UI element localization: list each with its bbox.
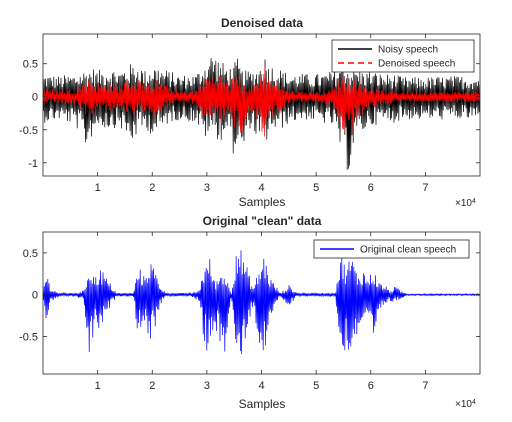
bottom-x-tick-label: 5 [313,380,319,392]
bottom-y-tick-label: 0 [32,290,38,302]
bottom-x-tick-label: 1 [95,380,101,392]
top-x-exponent: ×104 [455,198,476,210]
bottom-x-tick-label: 2 [149,380,155,392]
bottom-x-ticks: 1 2 3 4 5 6 7 [95,232,428,392]
legend-noisy-label: Noisy speech [378,45,438,56]
top-x-axis-label: Samples [239,195,286,209]
top-x-tick-label: 3 [204,182,210,194]
top-x-tick-label: 2 [149,182,155,194]
legend-clean-label: Original clean speech [360,245,456,256]
bottom-x-axis-label: Samples [239,397,286,411]
bottom-x-tick-label: 6 [368,380,374,392]
top-x-tick-label: 7 [422,182,428,194]
legend-denoised-label: Denoised speech [378,59,455,70]
top-traces [42,58,481,170]
top-y-tick-label: 0 [32,92,38,104]
top-y-tick-label: 0.5 [23,59,38,71]
bottom-x-tick-label: 7 [422,380,428,392]
top-x-tick-label: 1 [95,182,101,194]
top-x-ticks: 1 2 3 4 5 6 7 [95,34,428,194]
bottom-y-tick-label: -0.5 [19,331,38,343]
bottom-y-tick-label: 0.5 [23,248,38,260]
top-legend-box [331,39,475,73]
bottom-chart-title: Original "clean" data [203,214,322,228]
bottom-legend-box [313,239,470,259]
bottom-traces [42,250,481,354]
top-x-tick-label: 6 [368,182,374,194]
top-y-ticks: -1 -0.5 0 0.5 [19,59,480,170]
top-series-denoised-speech [42,65,481,137]
bottom-series-original-clean-speech [42,250,481,354]
top-x-tick-label: 5 [313,182,319,194]
bottom-x-tick-label: 4 [258,380,264,392]
top-legend[interactable]: Noisy speech Denoised speech [331,39,475,73]
bottom-x-exponent: ×104 [455,399,476,411]
top-chart-title: Denoised data [221,16,303,30]
bottom-x-tick-label: 3 [204,380,210,392]
bottom-chart: Original "clean" data 1 2 3 4 5 6 7 -0.5 0 0.5 S… [19,214,481,411]
top-y-tick-label: -1 [28,158,38,170]
bottom-legend[interactable]: Original clean speech [313,239,470,259]
top-x-tick-label: 4 [258,182,264,194]
top-y-tick-label: -0.5 [19,125,38,137]
bottom-y-ticks: -0.5 0 0.5 [19,248,480,343]
top-chart: Denoised data 1 2 3 4 5 6 7 -1 -0.5 0 0.5 Samples… [19,16,481,210]
